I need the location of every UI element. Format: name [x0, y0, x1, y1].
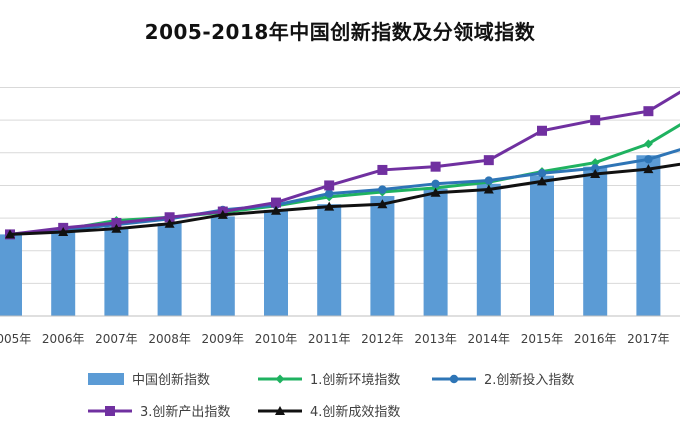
data-point [643, 106, 654, 117]
data-point [377, 199, 388, 209]
data-point [643, 164, 654, 174]
series-line [5, 162, 680, 239]
legend-label: 1.创新环境指数 [310, 372, 400, 388]
data-point [643, 139, 653, 149]
x-tick-label: 2016年 [574, 332, 617, 346]
data-point [324, 201, 335, 211]
series-path [9, 90, 680, 236]
x-tick-labels: 2005年 2006年 2007年 2008年 2009年 2010年 2011年 2012年… [0, 332, 670, 346]
data-point [537, 169, 547, 178]
data-point [377, 164, 388, 175]
x-tick-label: 2015年 [521, 332, 564, 346]
legend: 中国创新指数 1.创新环境指数 2.创新投入指数 3.创新产出指数 4.创新成效指数 [88, 372, 574, 420]
x-tick-label: 2011年 [308, 332, 351, 346]
bar [476, 183, 501, 316]
bar [0, 234, 22, 316]
x-tick-label: 2010年 [255, 332, 298, 346]
data-point [324, 180, 335, 191]
series-line [5, 123, 680, 239]
data-point [164, 212, 175, 223]
data-point [271, 205, 281, 215]
series-path [9, 162, 680, 236]
data-point [431, 179, 440, 189]
data-point [644, 155, 653, 164]
legend-label: 中国创新指数 [132, 372, 210, 388]
data-point [449, 374, 459, 384]
data-point [590, 115, 601, 126]
data-point [378, 185, 387, 194]
data-point [58, 226, 69, 236]
series-path [9, 123, 680, 236]
x-tick-label: 2013年 [414, 332, 457, 346]
data-point [5, 229, 15, 239]
x-tick-label: 2005年 [0, 332, 31, 346]
data-point [430, 161, 441, 172]
legend-item: 中国创新指数 [88, 372, 210, 388]
bar [210, 216, 235, 316]
x-tick-label: 2012年 [361, 332, 404, 346]
bar-series [0, 155, 661, 316]
bar [370, 196, 395, 316]
line-series [5, 90, 680, 240]
data-point [271, 197, 281, 208]
data-point [275, 374, 285, 384]
x-tick-label: 2014年 [468, 332, 511, 346]
chart-title: 2005-2018年中国创新指数及分领域指数 [144, 20, 536, 44]
x-tick-label: 2009年 [202, 332, 245, 346]
bar [530, 175, 554, 316]
data-point [111, 217, 122, 228]
x-tick-label: 2006年 [42, 332, 85, 346]
data-point [275, 406, 285, 415]
data-point [111, 223, 122, 233]
legend-label: 4.创新成效指数 [310, 404, 400, 420]
bar [157, 222, 182, 316]
x-tick-label: 2017年 [627, 332, 670, 346]
series-path [9, 148, 680, 236]
data-point [105, 406, 115, 416]
bar [423, 188, 448, 316]
data-point [483, 155, 494, 166]
data-point [590, 169, 601, 179]
legend-item: 4.创新成效指数 [258, 404, 400, 420]
legend-item: 2.创新投入指数 [432, 372, 574, 388]
legend-label: 2.创新投入指数 [484, 372, 574, 388]
data-point [325, 189, 334, 198]
bar [264, 209, 288, 316]
bar [317, 204, 342, 316]
data-point [484, 176, 493, 185]
bar [104, 227, 129, 316]
x-tick-label: 2008年 [148, 332, 191, 346]
legend-item: 3.创新产出指数 [88, 404, 230, 420]
data-point [483, 184, 494, 194]
bar [636, 155, 661, 316]
bar [51, 231, 76, 316]
bar [583, 166, 608, 316]
data-point [591, 164, 600, 173]
plot-area [0, 90, 680, 316]
data-point [217, 209, 228, 219]
legend-item: 1.创新环境指数 [258, 372, 400, 388]
data-point [537, 176, 547, 186]
data-point [164, 218, 175, 228]
data-point [430, 187, 441, 197]
legend-swatch [88, 373, 124, 385]
series-line [5, 90, 680, 240]
data-point [537, 125, 547, 136]
x-tick-label: 2007年 [95, 332, 138, 346]
legend-label: 3.创新产出指数 [140, 404, 230, 420]
